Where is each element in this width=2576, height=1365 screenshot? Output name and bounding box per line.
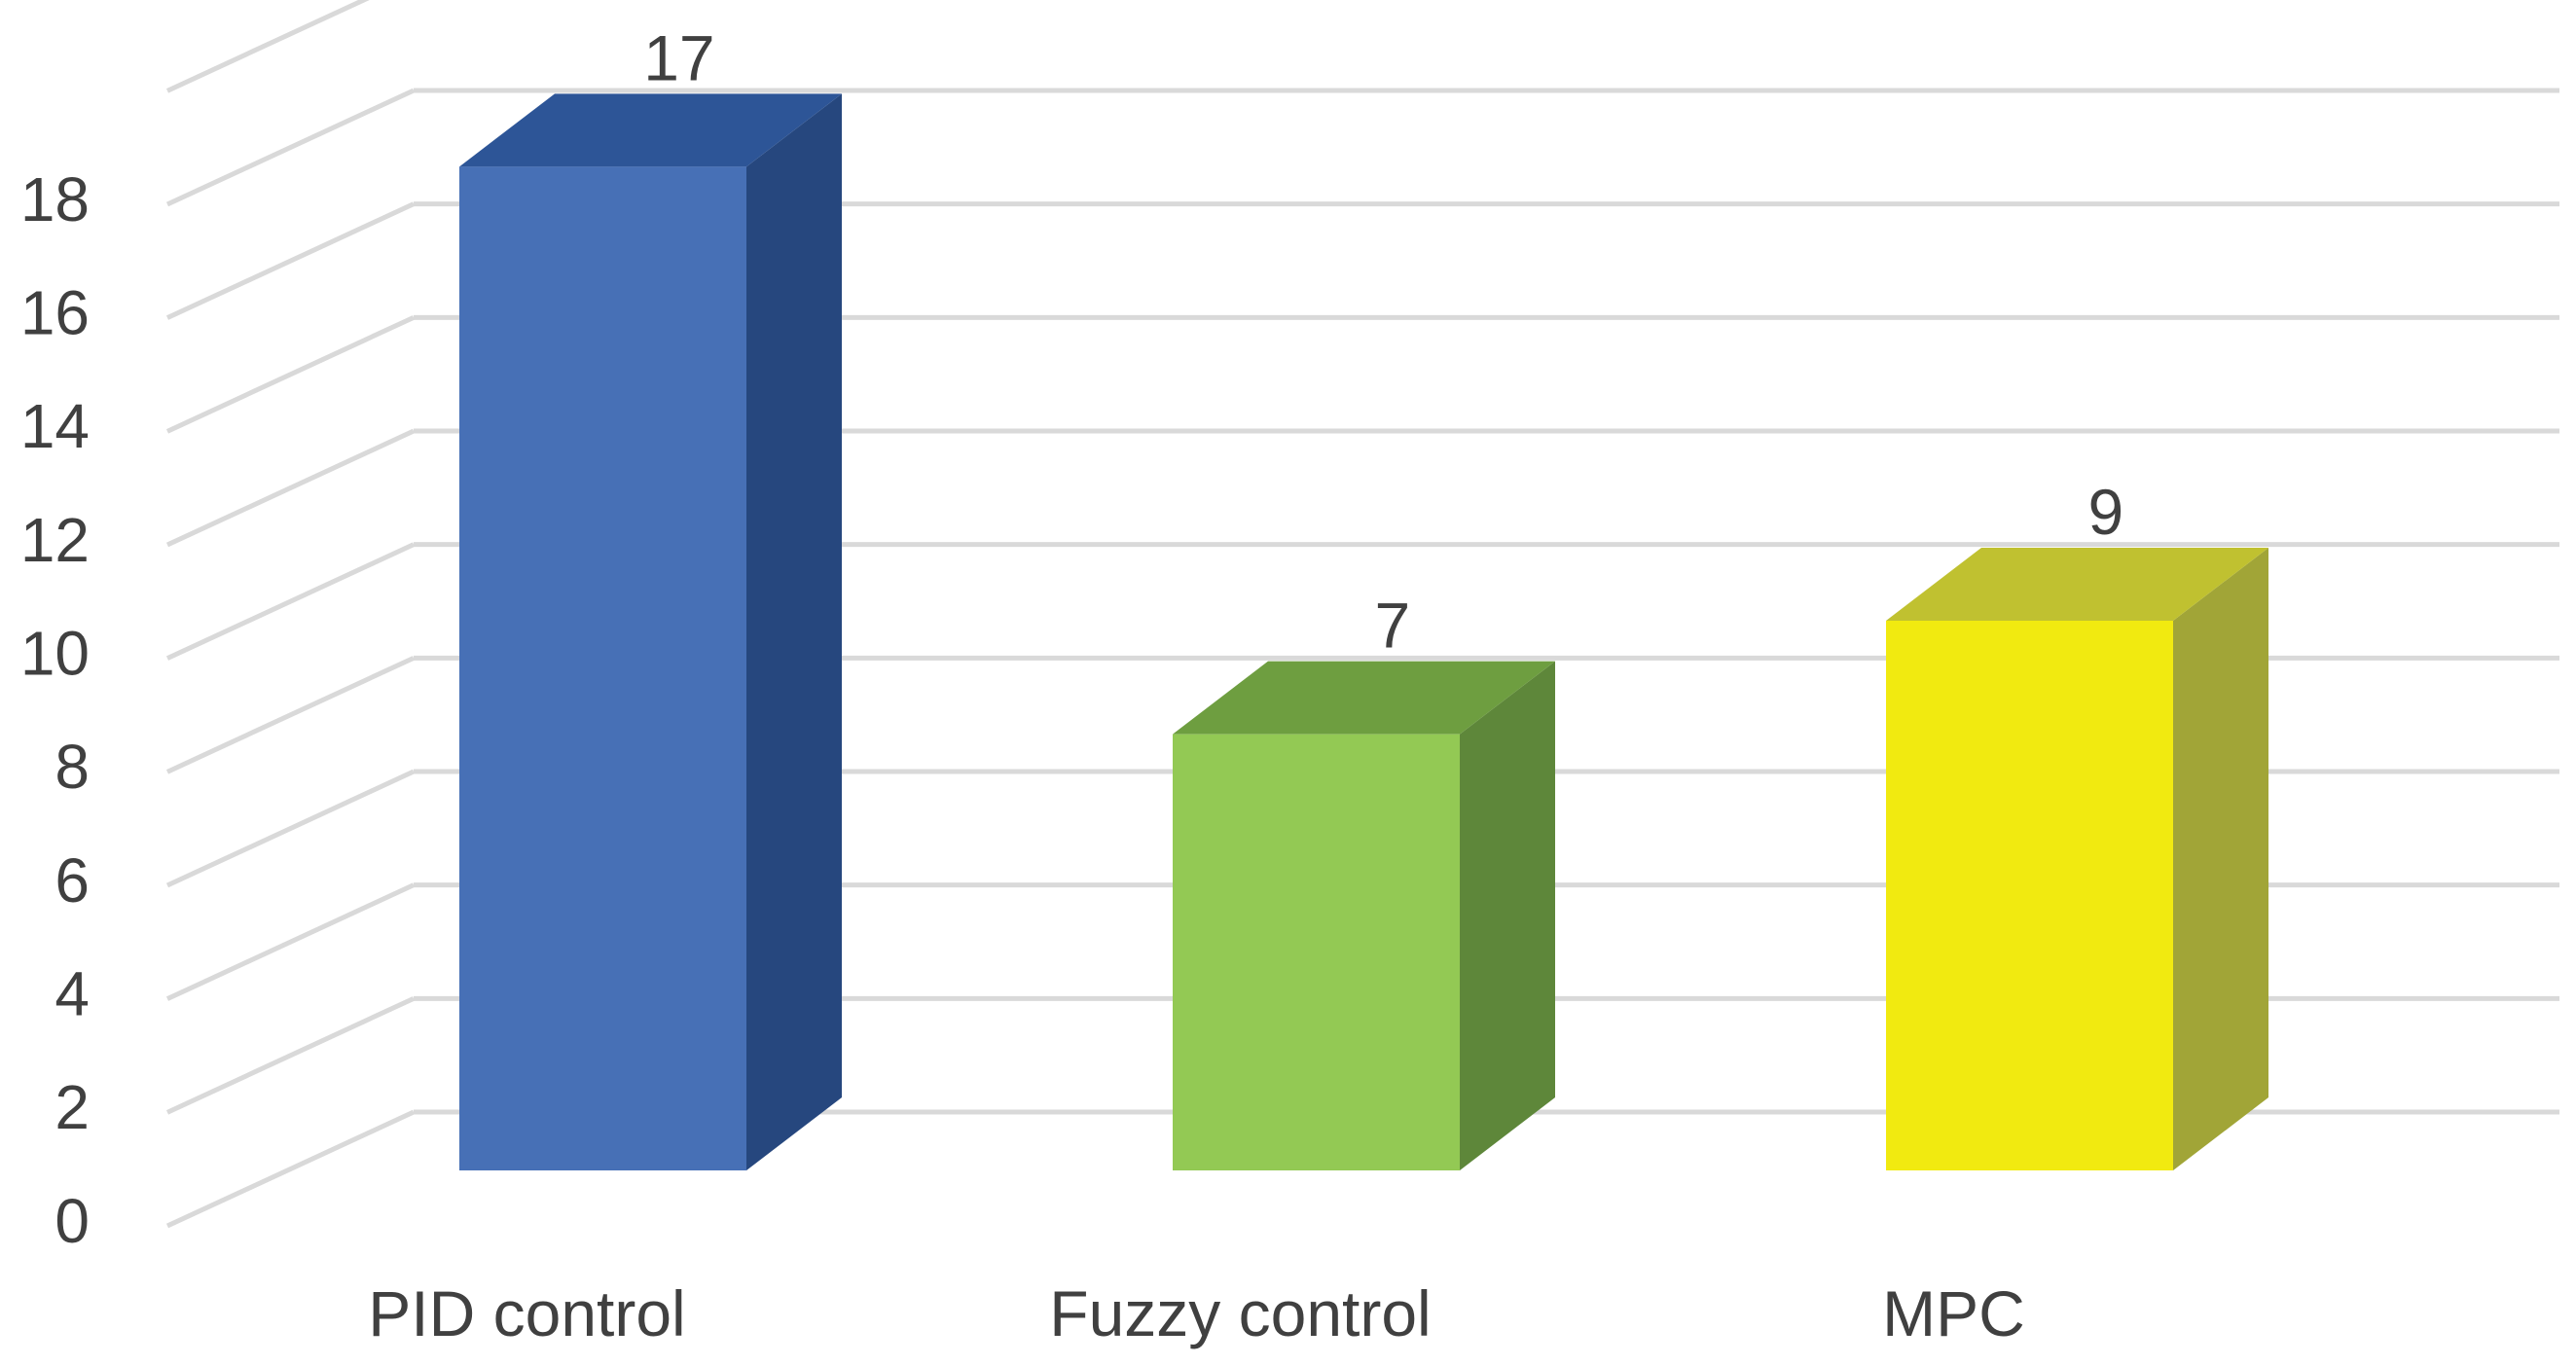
y-tick-label: 10 [20,619,90,689]
x-category-label: Fuzzy control [1049,1277,1431,1349]
bar-top [1886,548,2268,621]
gridline-floor-5 [165,542,416,661]
bar-side [1460,661,1555,1170]
bar-pid-control [459,93,842,1170]
gridline-floor-8 [165,201,416,320]
bar-front [459,166,746,1170]
y-tick-label: 8 [54,732,90,802]
x-category-label: PID control [368,1277,685,1349]
gridline-floor-6 [165,428,416,548]
bar-mpc [1886,548,2268,1170]
gridline-floor-3 [165,769,416,888]
gridline-floor-9 [165,88,416,207]
gridline-floor-7 [165,315,416,434]
bar-side [2173,548,2268,1170]
bar-fuzzy-control [1173,661,1555,1170]
x-axis-labels: PID control Fuzzy control MPC [368,1277,2025,1349]
gridline-floor-0 [165,1109,416,1229]
bar-front [1173,734,1460,1170]
x-category-label: MPC [1882,1277,2025,1349]
gridline-floor-1 [165,996,416,1115]
y-tick-label: 0 [54,1186,90,1256]
data-label: 7 [1375,590,1411,662]
gridline-floor-4 [165,656,416,774]
y-axis-ticks: 0 2 4 6 8 10 12 14 16 18 [20,164,90,1256]
y-tick-label: 4 [54,959,90,1029]
bar-top [459,93,842,167]
gridline-floor-top [165,0,370,93]
bars [459,93,2268,1170]
y-tick-label: 14 [20,391,90,461]
y-tick-label: 18 [20,164,90,234]
gridline-floor-2 [165,882,416,1001]
y-tick-label: 6 [54,845,90,916]
y-tick-label: 16 [20,278,90,348]
y-tick-label: 2 [54,1072,90,1142]
bar-top [1173,661,1555,735]
y-tick-label: 12 [20,505,90,575]
data-label: 17 [643,21,714,93]
bar-side [746,93,842,1170]
bar-front [1886,621,2173,1170]
data-label: 9 [2088,476,2124,548]
